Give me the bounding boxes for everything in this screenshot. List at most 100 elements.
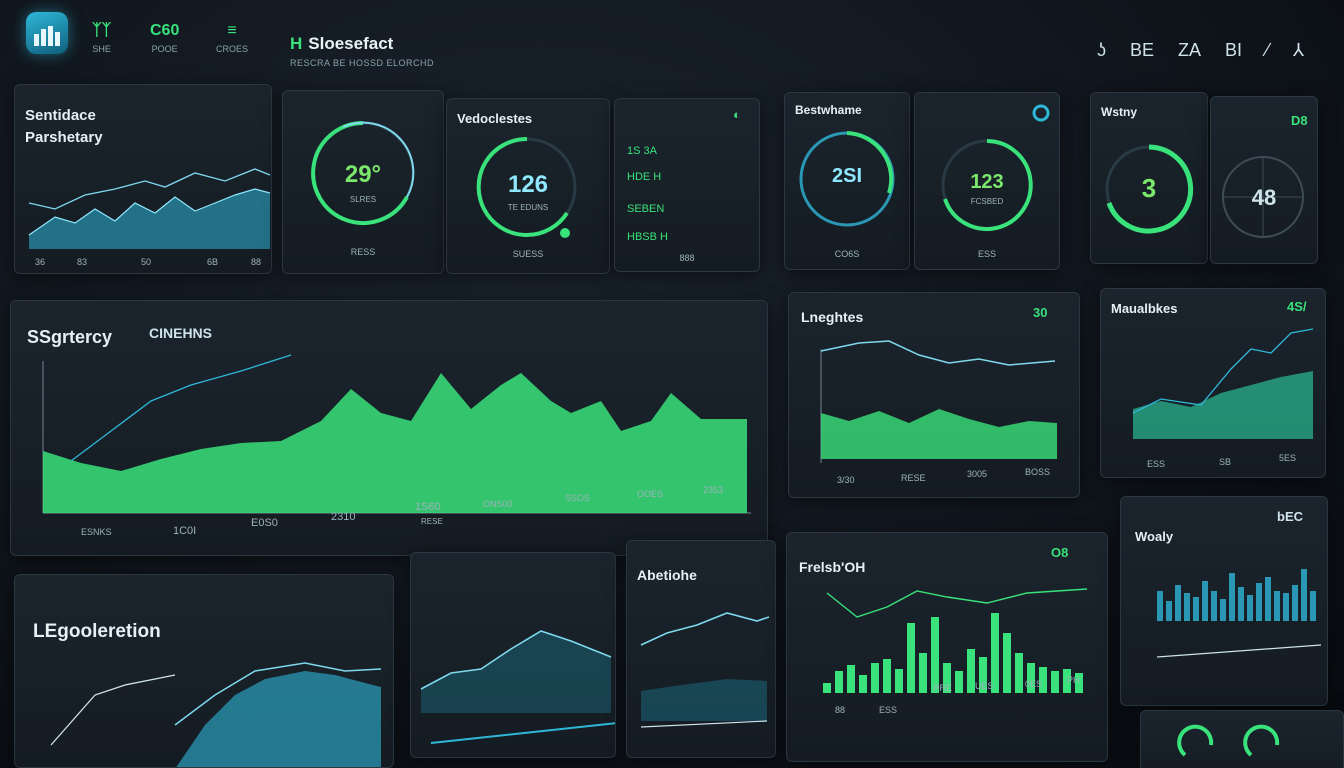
- brand-mark: H: [290, 34, 303, 53]
- lights-panel[interactable]: Lneghtes 30 3/30 RESE 3005 BOSS: [788, 292, 1080, 498]
- abstract-panel[interactable]: Abetiohe: [626, 540, 776, 758]
- list-item: HBSB H: [627, 231, 668, 243]
- chart-icon: ᛉᛉ: [92, 22, 112, 39]
- bar: [1175, 585, 1181, 621]
- brand-name: Sloesefact: [308, 34, 394, 53]
- summary-panel[interactable]: SSgrtercy CINEHNS ESNKS 1C0I E0S0 2310 1…: [10, 300, 768, 556]
- brand-subtitle: RESCRA BE HOSSD ELORCHD: [290, 58, 435, 68]
- status-icon[interactable]: ◐: [733, 107, 741, 122]
- gauge-ring: [941, 104, 1050, 231]
- panel-title: Lneghtes: [801, 309, 864, 325]
- gauge-subtitle: SLRES: [349, 195, 377, 204]
- gauge-panel-4[interactable]: 123 FCSBED ESS: [914, 92, 1060, 270]
- nav-item-charts[interactable]: ᛉᛉ SHE: [92, 22, 111, 54]
- filter-icon[interactable]: ⅄: [1293, 40, 1304, 60]
- panel-badge: 4S/: [1287, 299, 1307, 314]
- panel-title: Frelsb'OH: [799, 559, 866, 575]
- counter-icon: C60: [150, 22, 180, 39]
- panel-title: SSgrtercy: [27, 327, 113, 347]
- mid-chart-panel[interactable]: [410, 552, 616, 758]
- manages-panel[interactable]: Maualbkes 4S/ ESS SB 5ES: [1100, 288, 1326, 478]
- gauge-value: 123: [970, 171, 1004, 193]
- bar: [1265, 577, 1271, 621]
- nav-item-counter[interactable]: C60 POOE: [150, 22, 179, 54]
- gauge-panel-5[interactable]: Wstny 3: [1090, 92, 1208, 264]
- bar: [1274, 591, 1280, 621]
- nav-label: SHE: [92, 44, 111, 54]
- panel-title: Maualbkes: [1111, 301, 1178, 316]
- bar: [1027, 663, 1035, 693]
- axis-tick: 2310: [331, 511, 356, 523]
- lights-area-chart: [820, 340, 1057, 463]
- axis-tick: 88: [835, 705, 846, 715]
- tool-button[interactable]: BI: [1224, 40, 1242, 60]
- gauge-panel-2[interactable]: Vedoclestes 126 TE EDUNS SUESS: [446, 98, 610, 274]
- pen-icon[interactable]: ⁄: [1265, 40, 1269, 60]
- panel-badge: D8: [1291, 113, 1308, 128]
- app-logo[interactable]: [26, 12, 68, 54]
- fractions-panel[interactable]: Frelsb'OH O8 88 ESS RRE UES 0ES PH: [786, 532, 1108, 762]
- gauge-footer: ESS: [977, 249, 996, 259]
- bar: [1157, 591, 1163, 621]
- bar: [823, 683, 831, 693]
- axis-tick: ONS00: [483, 499, 513, 509]
- panel-badge: CINEHNS: [149, 325, 213, 341]
- tool-button[interactable]: BE: [1129, 40, 1154, 60]
- axis-tick: 2353: [703, 485, 724, 495]
- bar: [1015, 653, 1023, 693]
- bar: [919, 653, 927, 693]
- legend-panel[interactable]: LEgooleretion: [14, 574, 394, 768]
- nav-label: POOE: [151, 44, 178, 54]
- tool-button[interactable]: ZA: [1177, 40, 1201, 60]
- panel-badge: O8: [1051, 545, 1069, 560]
- gauge-panel-6[interactable]: D8 48: [1210, 96, 1318, 264]
- logo-bars-icon: [34, 26, 60, 46]
- axis-tick: PH: [1067, 675, 1080, 685]
- bar: [907, 623, 915, 693]
- gauge-value: 3: [1141, 173, 1157, 203]
- bar: [1039, 667, 1047, 693]
- panel-title: Wstny: [1101, 105, 1137, 119]
- gauge-panel-1[interactable]: 29° SLRES RESS: [282, 90, 444, 274]
- bar: [1247, 595, 1253, 621]
- sentiment-panel[interactable]: Sentidace Parshetary 36 83 50 6B 88: [14, 84, 272, 274]
- bar: [1256, 583, 1262, 621]
- list-panel[interactable]: ◐ 1S 3A HDE H SEBEN HBSB H 888: [614, 98, 760, 272]
- summary-area-chart: [42, 354, 751, 514]
- bar: [835, 671, 843, 693]
- list-item: SEBEN: [627, 203, 665, 215]
- gauge-panel-3[interactable]: Bestwhame 2SI CO6S: [784, 92, 910, 270]
- axis-tick: SSOS: [565, 493, 591, 503]
- panel-title: Vedoclestes: [457, 111, 533, 126]
- nav-item-database[interactable]: ≡ CROES: [216, 22, 248, 54]
- axis-tick: 1S60: [415, 501, 441, 513]
- trend-panel[interactable]: Woaly bEC: [1120, 496, 1328, 706]
- bar: [1193, 597, 1199, 621]
- tool-icon[interactable]: ʖ: [1096, 40, 1106, 60]
- bar: [847, 665, 855, 693]
- bar: [1075, 673, 1083, 693]
- manages-area-chart: [1132, 328, 1314, 439]
- bar: [859, 675, 867, 693]
- axis-tick: OOES: [637, 489, 664, 499]
- bar: [1166, 601, 1172, 621]
- bar: [1202, 581, 1208, 621]
- bar: [1063, 669, 1071, 693]
- panel-title: Woaly: [1135, 529, 1174, 544]
- gauge-footer: CO6S: [834, 249, 860, 259]
- bar: [1301, 569, 1307, 621]
- bottom-gauges-panel[interactable]: [1140, 710, 1344, 768]
- gauge-ring: [476, 136, 577, 238]
- database-icon: ≡: [227, 22, 237, 39]
- axis-tick: RRE: [933, 683, 953, 693]
- panel-title: LEgooleretion: [33, 621, 161, 642]
- axis-tick: E0S0: [251, 517, 278, 529]
- bar: [1283, 593, 1289, 621]
- axis-tick: 1C0I: [173, 525, 197, 537]
- bar: [991, 613, 999, 693]
- top-bar: ᛉᛉ SHE C60 POOE ≡ CROES H Sloesefact RESC…: [0, 0, 1344, 76]
- mini-gauges: [1177, 724, 1280, 757]
- bar: [1292, 585, 1298, 621]
- axis-tick: 3/30: [837, 475, 855, 485]
